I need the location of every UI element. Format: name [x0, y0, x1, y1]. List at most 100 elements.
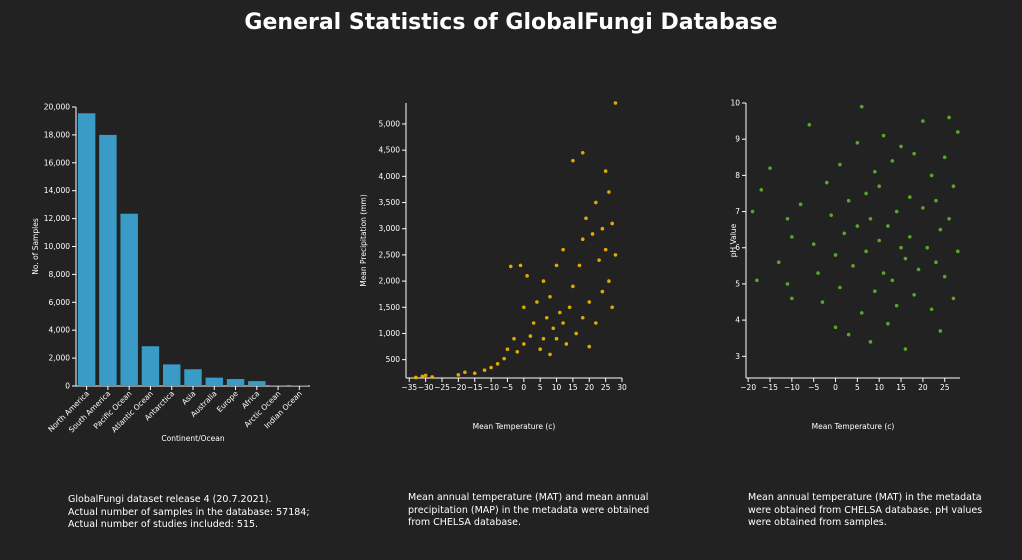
data-point	[574, 331, 578, 336]
data-point	[947, 115, 951, 120]
y-tick-label: 10	[730, 99, 740, 108]
x-tick-label: 20	[918, 383, 928, 392]
data-point	[571, 284, 575, 289]
x-tick-label: −25	[434, 383, 450, 392]
data-point	[538, 347, 542, 351]
data-point	[607, 190, 611, 194]
x-tick-label: Asia	[180, 389, 197, 406]
data-point	[768, 166, 772, 170]
y-tick-label: 14,000	[44, 186, 70, 195]
y-axis-title: pH Value	[729, 223, 738, 257]
data-point	[886, 321, 890, 326]
data-point	[907, 235, 912, 239]
data-point	[561, 247, 565, 252]
data-point	[603, 169, 608, 173]
data-point	[554, 263, 559, 268]
bar	[226, 379, 245, 386]
data-point	[956, 249, 960, 254]
data-point	[423, 373, 428, 378]
caption-line: were obtained from samples.	[748, 517, 887, 528]
x-tick-label: 15	[896, 383, 906, 392]
data-point	[522, 305, 526, 310]
caption-precipitation: Mean annual temperature (MAT) and mean a…	[408, 492, 668, 530]
data-point	[502, 356, 506, 361]
data-point	[929, 307, 934, 312]
data-point	[463, 370, 467, 375]
data-point	[877, 238, 882, 243]
bar	[269, 385, 287, 386]
data-point	[951, 184, 956, 189]
y-tick-label: 4,500	[379, 146, 401, 155]
data-point	[561, 321, 565, 325]
data-point	[600, 289, 605, 294]
bar	[141, 346, 160, 386]
data-point	[824, 180, 829, 185]
x-tick-label: −5	[502, 383, 513, 392]
data-point	[903, 347, 908, 351]
data-point	[610, 305, 614, 310]
y-tick-label: 9	[735, 135, 740, 144]
data-point	[518, 263, 523, 268]
y-tick-label: 1,500	[379, 303, 401, 312]
x-tick-label: −5	[808, 383, 819, 392]
data-point	[508, 264, 513, 269]
data-point	[577, 263, 582, 268]
y-tick-label: 8,000	[49, 270, 71, 279]
data-point	[833, 253, 838, 257]
data-point	[829, 213, 833, 217]
x-tick-label: 15	[568, 383, 578, 392]
data-point	[951, 296, 956, 301]
x-tick-label: 10	[874, 383, 884, 392]
x-tick-label: 5	[538, 383, 543, 392]
x-axis-title: Mean Temperature (c)	[473, 422, 556, 431]
data-point	[564, 342, 569, 346]
data-point	[551, 326, 556, 331]
data-point	[580, 150, 585, 155]
x-tick-label: −35	[401, 383, 417, 392]
data-point	[881, 271, 886, 275]
data-point	[590, 232, 595, 236]
data-point	[912, 151, 916, 156]
data-point	[912, 292, 916, 297]
x-tick-label: −15	[467, 383, 483, 392]
bar	[77, 113, 96, 386]
data-point	[868, 340, 873, 344]
y-tick-label: 3,500	[379, 198, 401, 207]
y-tick-label: 20,000	[44, 103, 70, 112]
data-point	[456, 373, 461, 377]
x-tick-label: −10	[784, 383, 800, 392]
data-point	[855, 224, 860, 228]
y-tick-label: 6	[735, 243, 740, 252]
y-axis-title: Mean Precipitation (mm)	[359, 194, 368, 287]
caption-bar: GlobalFungi dataset release 4 (20.7.2021…	[68, 494, 348, 532]
data-point	[851, 264, 855, 268]
caption-line: Actual number of studies included: 515.	[68, 519, 259, 530]
data-point	[548, 352, 552, 357]
data-point	[489, 365, 493, 370]
x-tick-label: −10	[483, 383, 499, 392]
y-tick-label: 4	[735, 316, 740, 325]
data-point	[938, 227, 943, 232]
data-point	[846, 332, 851, 337]
data-point	[607, 279, 611, 283]
caption-line: Mean annual temperature (MAT) and mean a…	[408, 492, 649, 503]
data-point	[890, 278, 895, 283]
data-point	[859, 104, 864, 109]
y-tick-label: 10,000	[44, 242, 70, 251]
data-point	[873, 289, 877, 293]
data-point	[881, 133, 886, 138]
data-point	[528, 334, 533, 338]
bar	[248, 381, 266, 386]
y-axis-title: No. of Samples	[31, 218, 40, 275]
caption-line: Actual number of samples in the database…	[68, 506, 310, 518]
data-point	[938, 329, 943, 333]
data-point	[759, 188, 764, 192]
data-point	[482, 368, 487, 372]
bar	[184, 369, 202, 386]
caption-line: from CHELSA database.	[408, 517, 521, 528]
y-tick-label: 7	[735, 207, 740, 216]
data-point	[855, 141, 860, 145]
data-point	[838, 162, 842, 167]
data-point	[859, 311, 864, 315]
